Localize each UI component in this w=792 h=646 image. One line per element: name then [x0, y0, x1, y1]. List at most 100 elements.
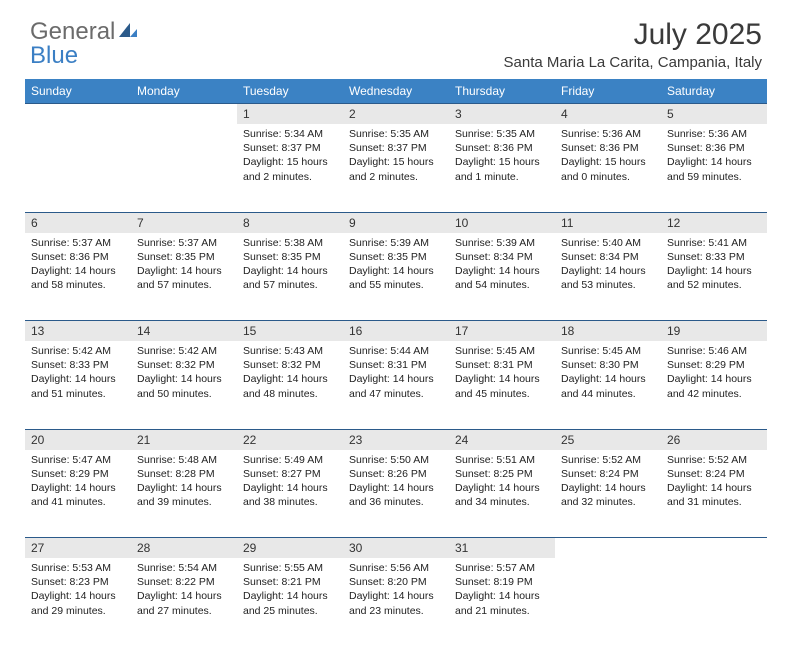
day-number-cell — [25, 104, 131, 125]
day-details: Sunrise: 5:35 AMSunset: 8:36 PMDaylight:… — [449, 124, 555, 190]
week-content-row: Sunrise: 5:47 AMSunset: 8:29 PMDaylight:… — [25, 450, 767, 538]
day-number: 3 — [449, 104, 555, 124]
day-cell: Sunrise: 5:56 AMSunset: 8:20 PMDaylight:… — [343, 558, 449, 646]
day-details: Sunrise: 5:50 AMSunset: 8:26 PMDaylight:… — [343, 450, 449, 516]
day-details: Sunrise: 5:48 AMSunset: 8:28 PMDaylight:… — [131, 450, 237, 516]
day-details: Sunrise: 5:38 AMSunset: 8:35 PMDaylight:… — [237, 233, 343, 299]
day-details: Sunrise: 5:53 AMSunset: 8:23 PMDaylight:… — [25, 558, 131, 624]
day-cell: Sunrise: 5:54 AMSunset: 8:22 PMDaylight:… — [131, 558, 237, 646]
day-number: 13 — [25, 321, 131, 341]
day-number-row: 2728293031 — [25, 538, 767, 559]
day-cell: Sunrise: 5:39 AMSunset: 8:34 PMDaylight:… — [449, 233, 555, 321]
day-number-cell: 19 — [661, 321, 767, 342]
day-number: 4 — [555, 104, 661, 124]
day-cell: Sunrise: 5:52 AMSunset: 8:24 PMDaylight:… — [555, 450, 661, 538]
day-details: Sunrise: 5:52 AMSunset: 8:24 PMDaylight:… — [661, 450, 767, 516]
day-details: Sunrise: 5:37 AMSunset: 8:36 PMDaylight:… — [25, 233, 131, 299]
day-number — [661, 538, 767, 558]
day-number-cell: 27 — [25, 538, 131, 559]
day-number: 1 — [237, 104, 343, 124]
day-number: 7 — [131, 213, 237, 233]
day-details: Sunrise: 5:40 AMSunset: 8:34 PMDaylight:… — [555, 233, 661, 299]
week-content-row: Sunrise: 5:53 AMSunset: 8:23 PMDaylight:… — [25, 558, 767, 646]
day-number: 25 — [555, 430, 661, 450]
day-cell — [25, 124, 131, 212]
day-number-cell: 8 — [237, 212, 343, 233]
day-number: 16 — [343, 321, 449, 341]
month-title: July 2025 — [504, 18, 762, 52]
day-number-cell: 21 — [131, 429, 237, 450]
day-number-cell: 14 — [131, 321, 237, 342]
day-number: 9 — [343, 213, 449, 233]
day-cell: Sunrise: 5:35 AMSunset: 8:36 PMDaylight:… — [449, 124, 555, 212]
day-number-cell: 3 — [449, 104, 555, 125]
week-content-row: Sunrise: 5:37 AMSunset: 8:36 PMDaylight:… — [25, 233, 767, 321]
day-cell: Sunrise: 5:34 AMSunset: 8:37 PMDaylight:… — [237, 124, 343, 212]
day-number-cell: 17 — [449, 321, 555, 342]
day-header: Friday — [555, 79, 661, 104]
day-details: Sunrise: 5:45 AMSunset: 8:30 PMDaylight:… — [555, 341, 661, 407]
day-cell: Sunrise: 5:53 AMSunset: 8:23 PMDaylight:… — [25, 558, 131, 646]
logo-text-2: Blue — [30, 42, 78, 70]
day-number-cell: 26 — [661, 429, 767, 450]
day-cell: Sunrise: 5:45 AMSunset: 8:31 PMDaylight:… — [449, 341, 555, 429]
day-number-row: 20212223242526 — [25, 429, 767, 450]
day-cell: Sunrise: 5:43 AMSunset: 8:32 PMDaylight:… — [237, 341, 343, 429]
day-header: Sunday — [25, 79, 131, 104]
title-block: July 2025 Santa Maria La Carita, Campani… — [504, 18, 762, 71]
day-cell: Sunrise: 5:44 AMSunset: 8:31 PMDaylight:… — [343, 341, 449, 429]
day-number: 2 — [343, 104, 449, 124]
day-details: Sunrise: 5:49 AMSunset: 8:27 PMDaylight:… — [237, 450, 343, 516]
day-number: 15 — [237, 321, 343, 341]
day-number-cell: 18 — [555, 321, 661, 342]
day-cell: Sunrise: 5:45 AMSunset: 8:30 PMDaylight:… — [555, 341, 661, 429]
day-details: Sunrise: 5:55 AMSunset: 8:21 PMDaylight:… — [237, 558, 343, 624]
day-number-cell — [661, 538, 767, 559]
day-number: 10 — [449, 213, 555, 233]
day-cell: Sunrise: 5:38 AMSunset: 8:35 PMDaylight:… — [237, 233, 343, 321]
day-number-cell: 6 — [25, 212, 131, 233]
day-header: Thursday — [449, 79, 555, 104]
day-number: 24 — [449, 430, 555, 450]
day-details: Sunrise: 5:35 AMSunset: 8:37 PMDaylight:… — [343, 124, 449, 190]
day-number — [25, 104, 131, 124]
day-number-cell: 5 — [661, 104, 767, 125]
week-content-row: Sunrise: 5:42 AMSunset: 8:33 PMDaylight:… — [25, 341, 767, 429]
day-details: Sunrise: 5:43 AMSunset: 8:32 PMDaylight:… — [237, 341, 343, 407]
day-number: 23 — [343, 430, 449, 450]
day-details: Sunrise: 5:37 AMSunset: 8:35 PMDaylight:… — [131, 233, 237, 299]
day-details: Sunrise: 5:56 AMSunset: 8:20 PMDaylight:… — [343, 558, 449, 624]
week-content-row: Sunrise: 5:34 AMSunset: 8:37 PMDaylight:… — [25, 124, 767, 212]
day-details: Sunrise: 5:44 AMSunset: 8:31 PMDaylight:… — [343, 341, 449, 407]
day-cell: Sunrise: 5:47 AMSunset: 8:29 PMDaylight:… — [25, 450, 131, 538]
day-details: Sunrise: 5:54 AMSunset: 8:22 PMDaylight:… — [131, 558, 237, 624]
day-number: 17 — [449, 321, 555, 341]
day-number: 18 — [555, 321, 661, 341]
day-number-row: 13141516171819 — [25, 321, 767, 342]
calendar-head: SundayMondayTuesdayWednesdayThursdayFrid… — [25, 79, 767, 104]
day-details: Sunrise: 5:36 AMSunset: 8:36 PMDaylight:… — [661, 124, 767, 190]
day-cell: Sunrise: 5:41 AMSunset: 8:33 PMDaylight:… — [661, 233, 767, 321]
day-header: Saturday — [661, 79, 767, 104]
day-number-cell — [555, 538, 661, 559]
day-number — [131, 104, 237, 124]
day-number-cell: 4 — [555, 104, 661, 125]
day-details: Sunrise: 5:42 AMSunset: 8:32 PMDaylight:… — [131, 341, 237, 407]
day-number: 27 — [25, 538, 131, 558]
calendar-body: 12345Sunrise: 5:34 AMSunset: 8:37 PMDayl… — [25, 104, 767, 646]
day-number: 28 — [131, 538, 237, 558]
day-number-cell: 11 — [555, 212, 661, 233]
day-number-cell — [131, 104, 237, 125]
day-number-cell: 13 — [25, 321, 131, 342]
day-details: Sunrise: 5:52 AMSunset: 8:24 PMDaylight:… — [555, 450, 661, 516]
day-details: Sunrise: 5:42 AMSunset: 8:33 PMDaylight:… — [25, 341, 131, 407]
day-cell: Sunrise: 5:46 AMSunset: 8:29 PMDaylight:… — [661, 341, 767, 429]
day-details: Sunrise: 5:57 AMSunset: 8:19 PMDaylight:… — [449, 558, 555, 624]
day-number-cell: 20 — [25, 429, 131, 450]
day-number: 12 — [661, 213, 767, 233]
day-number-cell: 31 — [449, 538, 555, 559]
day-cell — [131, 124, 237, 212]
day-number-cell: 29 — [237, 538, 343, 559]
day-number-cell: 16 — [343, 321, 449, 342]
day-number: 21 — [131, 430, 237, 450]
